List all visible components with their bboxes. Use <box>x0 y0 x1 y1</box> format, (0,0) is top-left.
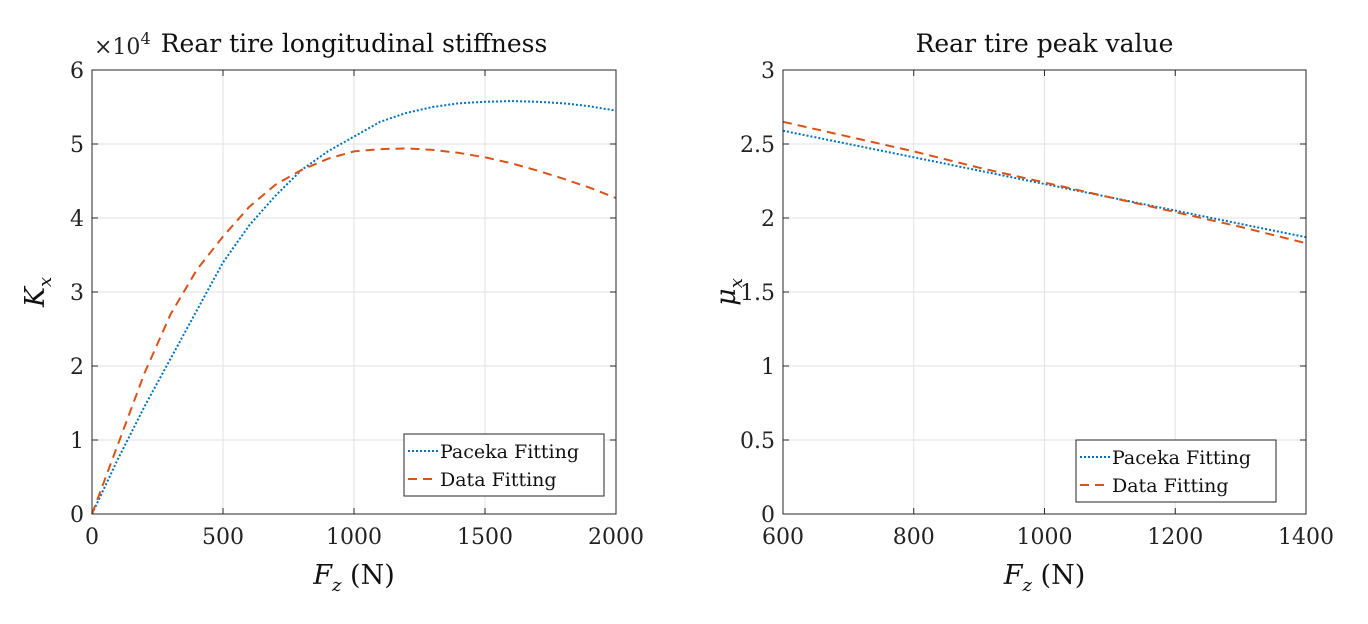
chart-2: 600 800 1000 1200 1400 0 0.5 1 1.5 2 2.5 3 Rear tire… <box>711 29 1334 596</box>
legend-label-2: Data Fitting <box>440 469 557 491</box>
axes-box <box>782 69 1307 515</box>
x-tick-label: 0 <box>85 525 99 550</box>
y-tick-label: 6 <box>70 59 84 84</box>
legend-box <box>403 433 605 497</box>
x-tick-label: 2000 <box>588 525 644 550</box>
y-tick-label: 5 <box>70 133 84 158</box>
axes-box <box>91 69 617 515</box>
x-tick-label: 1000 <box>1017 525 1073 550</box>
series-line-1 <box>91 100 617 515</box>
y-tick-label: 4 <box>70 207 84 232</box>
x-label-unit: (N) <box>341 560 394 591</box>
x-label-symbol: F <box>312 560 333 591</box>
y-axis-label: μx <box>711 278 747 306</box>
y-tick-label: 0 <box>70 503 84 528</box>
x-label-unit: (N) <box>1032 560 1085 591</box>
x-tick-label: 1500 <box>457 525 513 550</box>
y-tick-label: 0.5 <box>740 429 775 454</box>
chart-1: 0 500 1000 1500 2000 0 1 2 3 4 5 6 Rear tire longitu… <box>20 29 644 596</box>
y-tick-label: 2 <box>761 207 775 232</box>
x-axis-label: Fz (N) <box>312 560 395 596</box>
y-tick-label: 1 <box>70 429 84 454</box>
x-label-subscript: z <box>331 575 342 596</box>
legend: Paceka Fitting Data Fitting <box>403 433 605 497</box>
y-label-symbol: μ <box>711 288 742 306</box>
y-exponent-label: ×104 <box>94 29 151 60</box>
x-tick-label: 800 <box>893 525 935 550</box>
chart-title: Rear tire longitudinal stiffness <box>161 29 548 58</box>
y-tick-label: 1.5 <box>740 281 775 306</box>
y-tick-label: 1 <box>761 355 775 380</box>
y-tick-label: 3 <box>70 281 84 306</box>
x-label-symbol: F <box>1003 560 1024 591</box>
x-tick-label: 600 <box>762 525 804 550</box>
y-label-subscript: x <box>726 278 747 288</box>
exponent-base: ×10 <box>94 35 140 60</box>
x-tick-label: 500 <box>202 525 244 550</box>
x-tick-label: 1200 <box>1147 525 1203 550</box>
x-tick-label: 1400 <box>1278 525 1334 550</box>
y-label-symbol: K <box>20 285 51 308</box>
legend-label-2: Data Fitting <box>1112 475 1229 497</box>
legend-label-1: Paceka Fitting <box>440 441 579 463</box>
legend-box <box>1075 439 1277 503</box>
legend-label-1: Paceka Fitting <box>1112 447 1251 469</box>
series-line-2 <box>91 147 617 515</box>
legend: Paceka Fitting Data Fitting <box>1075 439 1277 503</box>
x-tick-label: 1000 <box>326 525 382 550</box>
exponent-power: 4 <box>140 29 150 48</box>
y-tick-label: 0 <box>761 503 775 528</box>
series-line-1 <box>782 129 1307 239</box>
y-axis-label: Kx <box>20 277 56 308</box>
y-tick-label: 2.5 <box>740 133 775 158</box>
x-axis-label: Fz (N) <box>1003 560 1086 596</box>
y-tick-label: 2 <box>70 355 84 380</box>
y-tick-label: 3 <box>761 59 775 84</box>
x-label-subscript: z <box>1021 575 1032 596</box>
y-label-subscript: x <box>35 277 56 287</box>
chart-title: Rear tire peak value <box>916 29 1174 58</box>
